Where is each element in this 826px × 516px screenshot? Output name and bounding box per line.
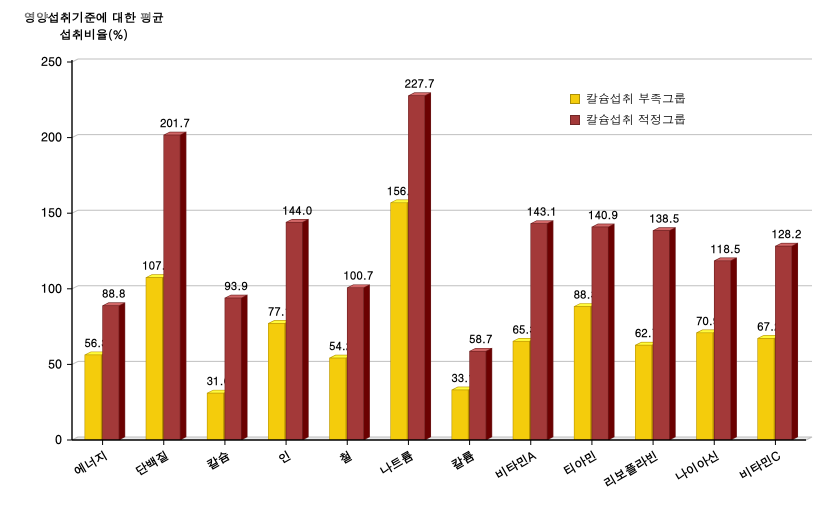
legend-swatch xyxy=(570,94,580,104)
legend-item: 칼슘섭취 부족그룹 xyxy=(570,90,686,107)
value-label: 144.0 xyxy=(282,203,312,218)
y-axis-title: 영양섭취기준에 대한 평균 섭취비율(%) xyxy=(24,10,164,44)
y-tick-label: 250 xyxy=(41,53,62,70)
bar-chart: 영양섭취기준에 대한 평균 섭취비율(%) 칼슘섭취 부족그룹칼슘섭취 적정그룹… xyxy=(0,0,826,516)
y-axis-title-line1: 영양섭취기준에 대한 평균 xyxy=(24,9,164,26)
legend-swatch xyxy=(570,115,580,125)
legend-item: 칼슘섭취 적정그룹 xyxy=(570,111,686,128)
value-label: 93.9 xyxy=(224,279,247,294)
x-tick-label: 인 xyxy=(275,447,294,468)
y-tick-label: 100 xyxy=(41,280,62,297)
x-tick-label: 단백질 xyxy=(132,447,172,480)
x-tick-label: 에너지 xyxy=(71,447,111,480)
value-label: 58.7 xyxy=(469,332,492,347)
value-label: 143.1 xyxy=(527,205,557,220)
x-tick-label: 철 xyxy=(336,447,355,468)
value-label: 128.2 xyxy=(772,227,802,242)
x-tick-label: 칼륨 xyxy=(448,447,477,474)
value-label: 118.5 xyxy=(711,242,741,257)
x-tick-label: 나이아신 xyxy=(672,447,722,486)
y-tick-label: 50 xyxy=(48,355,62,372)
legend-label: 칼슘섭취 부족그룹 xyxy=(586,90,686,107)
legend: 칼슘섭취 부족그룹칼슘섭취 적정그룹 xyxy=(570,90,686,132)
value-label: 138.5 xyxy=(649,212,679,227)
value-label: 100.7 xyxy=(344,269,374,284)
x-tick-label: 비타민A xyxy=(492,447,539,484)
x-tick-label: 리보플라빈 xyxy=(601,447,661,492)
value-label: 227.7 xyxy=(405,77,435,92)
y-tick-label: 150 xyxy=(41,204,62,221)
x-tick-label: 티아민 xyxy=(560,447,600,480)
y-tick-label: 0 xyxy=(55,431,62,448)
x-tick-label: 칼슘 xyxy=(204,447,233,474)
x-tick-label: 비타민C xyxy=(736,447,783,484)
value-label: 88.8 xyxy=(102,287,125,302)
y-axis-title-line2: 섭취비율(%) xyxy=(60,26,128,43)
chart-svg: 05010015020025056.388.8107.4201.731.093.… xyxy=(0,0,826,516)
value-label: 140.9 xyxy=(588,208,618,223)
x-tick-label: 나트륨 xyxy=(377,447,417,480)
value-label: 201.7 xyxy=(160,116,190,131)
legend-label: 칼슘섭취 적정그룹 xyxy=(586,111,686,128)
y-tick-label: 200 xyxy=(41,129,62,146)
